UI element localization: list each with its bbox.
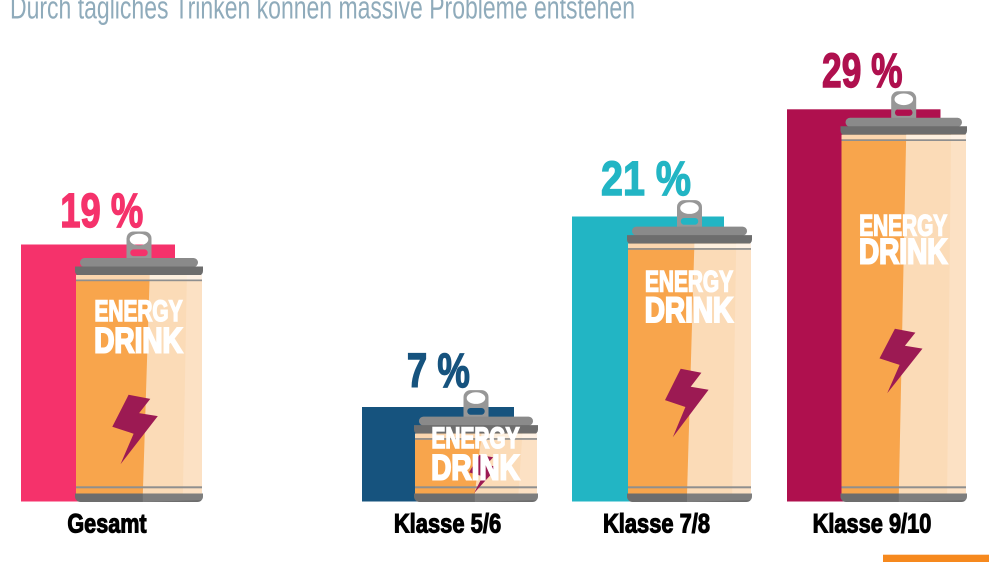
svg-text:DRINK: DRINK	[645, 290, 734, 330]
svg-text:21 %: 21 %	[601, 152, 691, 206]
svg-text:7 %: 7 %	[407, 344, 470, 398]
svg-text:Klasse 7/8: Klasse 7/8	[603, 509, 710, 539]
svg-text:Klasse 9/10: Klasse 9/10	[813, 509, 932, 539]
svg-text:ENERGY: ENERGY	[432, 422, 520, 455]
svg-text:DRINK: DRINK	[431, 447, 520, 487]
svg-text:Gesamt: Gesamt	[67, 509, 146, 539]
svg-text:29 %: 29 %	[822, 44, 903, 98]
svg-text:19 %: 19 %	[60, 184, 143, 238]
svg-text:Durch tägliches Trinken können: Durch tägliches Trinken können massive P…	[10, 0, 635, 26]
svg-text:ENERGY: ENERGY	[95, 295, 183, 328]
svg-text:Klasse 5/6: Klasse 5/6	[394, 509, 501, 539]
svg-text:DRINK: DRINK	[94, 320, 183, 360]
svg-text:DRINK: DRINK	[859, 231, 948, 271]
svg-text:ENERGY: ENERGY	[859, 210, 947, 243]
svg-text:ENERGY: ENERGY	[645, 266, 733, 299]
